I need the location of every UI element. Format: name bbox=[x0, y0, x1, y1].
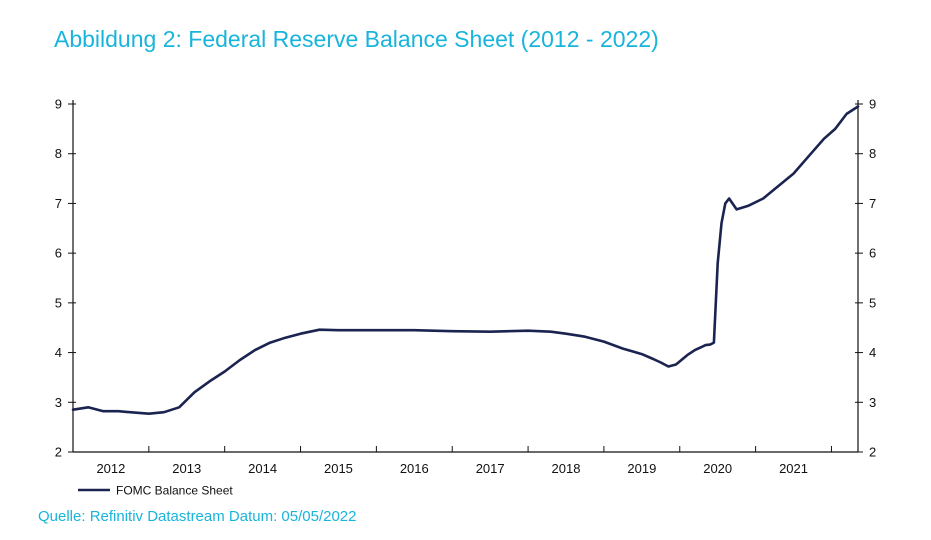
y-tick-label-left: 4 bbox=[55, 345, 62, 360]
x-tick-label: 2017 bbox=[476, 461, 505, 476]
y-tick-label-right: 7 bbox=[869, 196, 876, 211]
x-tick-label: 2019 bbox=[627, 461, 656, 476]
y-tick-label-left: 2 bbox=[55, 445, 62, 460]
source-note: Quelle: Refinitiv Datastream Datum: 05/0… bbox=[38, 508, 357, 525]
y-tick-label-left: 6 bbox=[55, 246, 62, 261]
y-tick-label-right: 4 bbox=[869, 345, 876, 360]
y-tick-label-left: 3 bbox=[55, 395, 62, 410]
axes: 2 2 3 3 4 4 5 5 6 6 7 7 8 8 9 9 2012 2013 2014 2015 2016 2017… bbox=[55, 97, 876, 477]
y-tick-label-right: 9 bbox=[869, 97, 876, 112]
series-line bbox=[71, 105, 860, 415]
plot-area bbox=[71, 105, 860, 415]
chart-title: Abbildung 2: Federal Reserve Balance She… bbox=[54, 26, 659, 52]
legend: FOMC Balance Sheet bbox=[78, 484, 233, 498]
y-tick-label-left: 8 bbox=[55, 146, 62, 161]
x-tick-label: 2018 bbox=[552, 461, 581, 476]
x-tick-label: 2020 bbox=[703, 461, 732, 476]
y-tick-label-left: 5 bbox=[55, 295, 62, 310]
x-tick-label: 2015 bbox=[324, 461, 353, 476]
y-tick-label-right: 2 bbox=[869, 445, 876, 460]
x-tick-label: 2014 bbox=[248, 461, 277, 476]
x-tick-label: 2016 bbox=[400, 461, 429, 476]
y-tick-label-left: 9 bbox=[55, 97, 62, 112]
y-tick-label-right: 8 bbox=[869, 146, 876, 161]
y-tick-label-right: 5 bbox=[869, 295, 876, 310]
y-tick-label-right: 6 bbox=[869, 246, 876, 261]
legend-label: FOMC Balance Sheet bbox=[116, 484, 233, 498]
y-tick-label-left: 7 bbox=[55, 196, 62, 211]
y-tick-label-right: 3 bbox=[869, 395, 876, 410]
x-tick-label: 2012 bbox=[96, 461, 125, 476]
x-tick-label: 2021 bbox=[779, 461, 808, 476]
x-tick-label: 2013 bbox=[172, 461, 201, 476]
